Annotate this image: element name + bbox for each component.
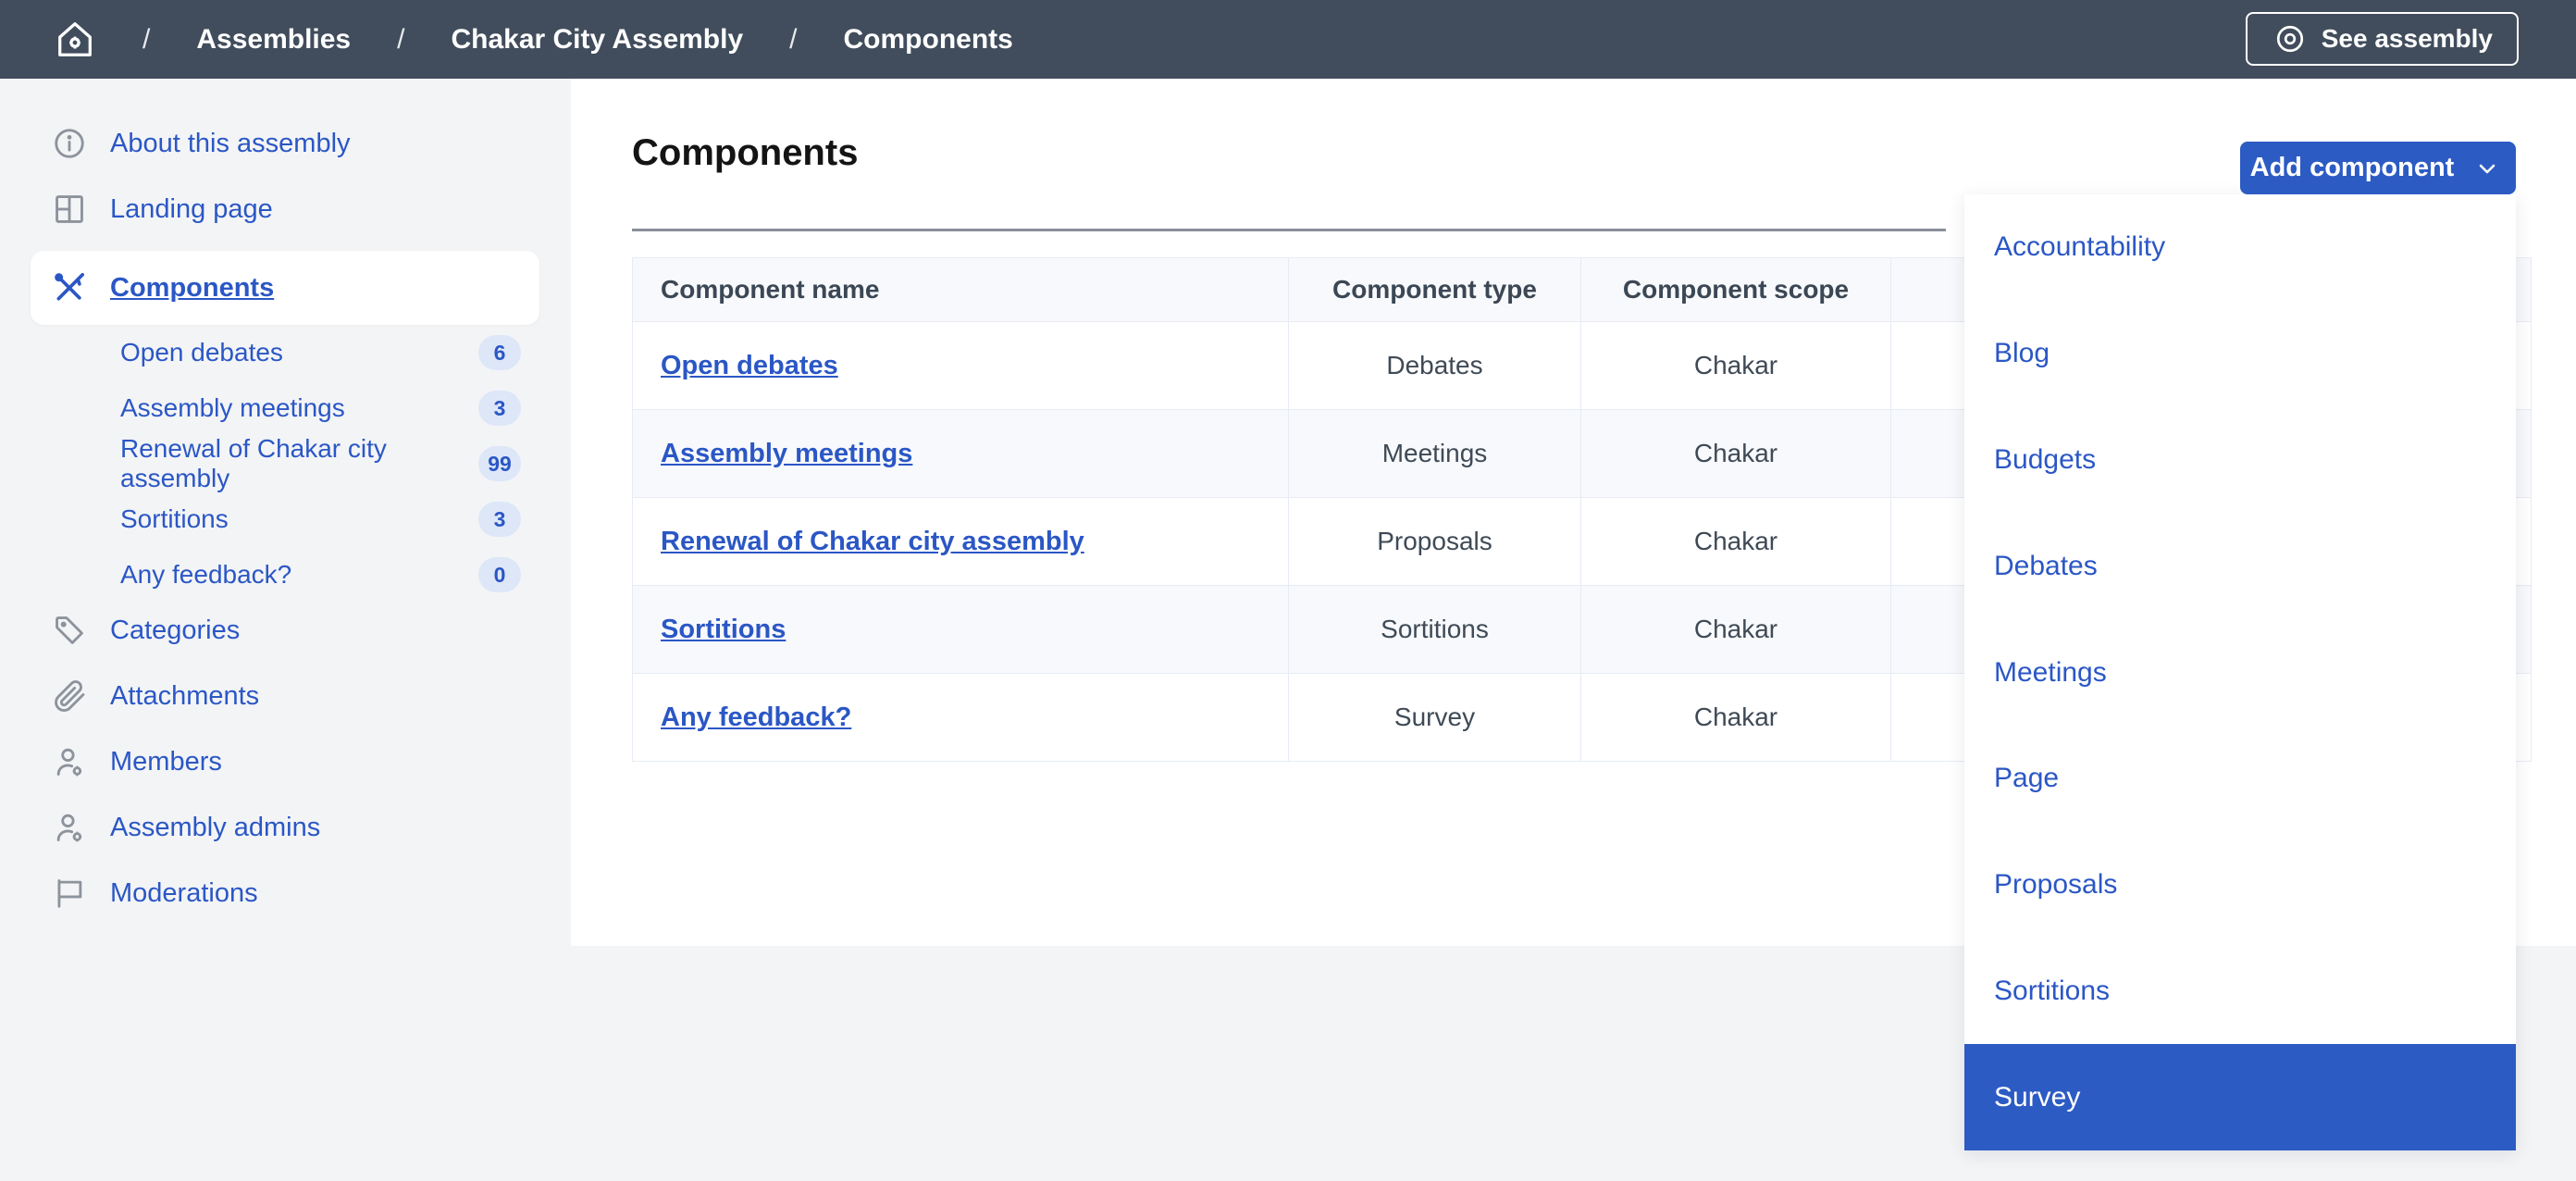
topbar: / Assemblies / Chakar City Assembly / Co… bbox=[0, 0, 2576, 79]
sidebar-item-label: About this assembly bbox=[110, 128, 351, 158]
sidebar-item-label: Members bbox=[110, 746, 222, 777]
breadcrumb-separator: / bbox=[397, 23, 405, 55]
breadcrumb-assembly[interactable]: Chakar City Assembly bbox=[451, 23, 744, 55]
sidebar-item-landing-page[interactable]: Landing page bbox=[0, 185, 571, 233]
component-link-open-debates[interactable]: Open debates bbox=[661, 350, 838, 380]
subitem-label: Renewal of Chakar city assembly bbox=[120, 434, 387, 492]
component-link-sortitions[interactable]: Sortitions bbox=[661, 614, 786, 644]
count-badge: 3 bbox=[478, 391, 521, 426]
eye-icon bbox=[2272, 23, 2309, 55]
subitem-label: Open debates bbox=[120, 338, 283, 367]
see-assembly-label: See assembly bbox=[2321, 24, 2493, 53]
layout-grid-icon bbox=[51, 191, 88, 228]
dropdown-item-proposals[interactable]: Proposals bbox=[1994, 869, 2118, 901]
col-header-component-name: Component name bbox=[633, 258, 1289, 321]
component-type: Meetings bbox=[1289, 410, 1581, 497]
component-type: Proposals bbox=[1289, 498, 1581, 585]
sidebar-item-label: Attachments bbox=[110, 680, 260, 711]
user-gear-icon bbox=[51, 809, 88, 846]
sidebar-item-label: Assembly admins bbox=[110, 812, 321, 842]
sidebar-item-label: Moderations bbox=[110, 877, 258, 908]
component-scope: Chakar bbox=[1581, 674, 1891, 761]
component-type: Debates bbox=[1289, 322, 1581, 409]
breadcrumb-separator: / bbox=[142, 23, 151, 55]
flag-icon bbox=[51, 875, 88, 912]
dropdown-item-accountability[interactable]: Accountability bbox=[1994, 231, 2166, 263]
paperclip-icon bbox=[51, 678, 88, 715]
breadcrumb-components[interactable]: Components bbox=[843, 23, 1013, 55]
component-scope: Chakar bbox=[1581, 498, 1891, 585]
dropdown-item-budgets[interactable]: Budgets bbox=[1994, 443, 2097, 475]
sidebar-item-label: Landing page bbox=[110, 193, 273, 224]
dropdown-item-debates[interactable]: Debates bbox=[1994, 550, 2098, 581]
count-badge: 3 bbox=[478, 502, 521, 537]
dropdown-item-blog[interactable]: Blog bbox=[1994, 338, 2050, 369]
component-link-renewal[interactable]: Renewal of Chakar city assembly bbox=[661, 526, 1084, 556]
component-type: Survey bbox=[1289, 674, 1581, 761]
component-link-any-feedback[interactable]: Any feedback? bbox=[661, 702, 852, 732]
sidebar-subitem-renewal[interactable]: Renewal of Chakar city assembly 99 bbox=[0, 434, 571, 492]
tag-icon bbox=[51, 612, 88, 649]
sidebar-item-components-label[interactable]: Components bbox=[110, 272, 275, 303]
sidebar-item-categories[interactable]: Categories bbox=[0, 606, 571, 654]
sidebar-subitem-open-debates[interactable]: Open debates 6 bbox=[0, 325, 571, 380]
col-header-component-type: Component type bbox=[1289, 258, 1581, 321]
component-link-assembly-meetings[interactable]: Assembly meetings bbox=[661, 438, 913, 468]
component-scope: Chakar bbox=[1581, 410, 1891, 497]
components-subnav: Open debates 6 Assembly meetings 3 Renew… bbox=[0, 325, 571, 603]
breadcrumb: / Assemblies / Chakar City Assembly / Co… bbox=[0, 19, 1013, 61]
count-badge: 6 bbox=[478, 335, 521, 370]
dropdown-item-page[interactable]: Page bbox=[1994, 763, 2060, 794]
component-scope: Chakar bbox=[1581, 322, 1891, 409]
subitem-label: Sortitions bbox=[120, 504, 229, 533]
chevron-down-icon bbox=[2469, 157, 2506, 180]
sidebar-item-attachments[interactable]: Attachments bbox=[0, 672, 571, 720]
add-component-button[interactable]: Add component bbox=[2240, 142, 2516, 194]
sidebar-item-moderations[interactable]: Moderations bbox=[0, 869, 571, 917]
subitem-label: Any feedback? bbox=[120, 560, 292, 589]
count-badge: 99 bbox=[478, 446, 521, 481]
add-component-dropdown: Accountability Blog Budgets Debates Meet… bbox=[1964, 194, 2516, 1151]
sidebar: About this assembly Landing page Compone… bbox=[0, 79, 571, 1181]
home-icon[interactable] bbox=[54, 19, 96, 61]
dropdown-item-meetings[interactable]: Meetings bbox=[1994, 656, 2107, 688]
add-component-label: Add component bbox=[2249, 153, 2455, 182]
breadcrumb-assemblies[interactable]: Assemblies bbox=[196, 23, 352, 55]
sidebar-item-about[interactable]: About this assembly bbox=[0, 119, 571, 168]
breadcrumb-separator: / bbox=[789, 23, 798, 55]
sidebar-item-components-active[interactable]: Components bbox=[31, 251, 539, 325]
count-badge: 0 bbox=[478, 557, 521, 592]
sidebar-subitem-assembly-meetings[interactable]: Assembly meetings 3 bbox=[0, 380, 571, 436]
col-header-component-scope: Component scope bbox=[1581, 258, 1891, 321]
dropdown-item-sortitions[interactable]: Sortitions bbox=[1994, 975, 2111, 1006]
sidebar-subitem-any-feedback[interactable]: Any feedback? 0 bbox=[0, 547, 571, 603]
info-icon bbox=[51, 125, 88, 162]
see-assembly-button[interactable]: See assembly bbox=[2245, 12, 2519, 66]
sidebar-item-assembly-admins[interactable]: Assembly admins bbox=[0, 803, 571, 852]
sidebar-subitem-sortitions[interactable]: Sortitions 3 bbox=[0, 491, 571, 547]
component-scope: Chakar bbox=[1581, 586, 1891, 673]
sidebar-item-label: Categories bbox=[110, 615, 241, 645]
sidebar-item-members[interactable]: Members bbox=[0, 738, 571, 786]
components-tools-icon bbox=[51, 269, 88, 306]
page-title: Components bbox=[632, 132, 859, 173]
component-type: Sortitions bbox=[1289, 586, 1581, 673]
title-divider bbox=[632, 229, 1946, 231]
subitem-label: Assembly meetings bbox=[120, 393, 345, 422]
user-gear-icon bbox=[51, 743, 88, 780]
dropdown-item-survey[interactable]: Survey bbox=[1964, 1044, 2516, 1151]
